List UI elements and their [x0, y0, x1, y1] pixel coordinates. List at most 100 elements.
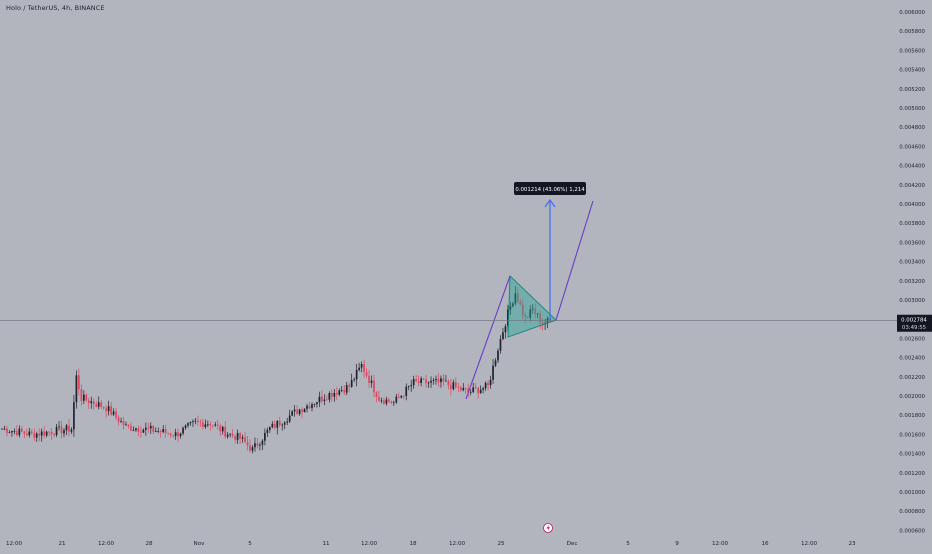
candle-body [353, 379, 356, 381]
candle [519, 298, 522, 306]
candle [144, 422, 147, 436]
time-axis[interactable]: 12:00 21 12:00 28 Nov 5 11 12:00 18 12:00 25 Dec 5 9 1… [6, 523, 856, 548]
current-price-label: 0.002784 [901, 318, 927, 324]
candle-body [288, 415, 291, 422]
candle-body [53, 434, 55, 436]
price-axis[interactable]: 0.006000 0.005800 0.005600 0.005400 0.005200… [899, 10, 925, 534]
candle-body [35, 433, 38, 438]
candle-body [268, 427, 271, 430]
candle-body [45, 431, 48, 436]
candle-body [447, 380, 450, 385]
candle-body [226, 434, 229, 437]
y-tick-label: 0.005600 [899, 48, 925, 54]
candle-body [87, 400, 90, 404]
candle [82, 390, 85, 404]
x-tick-label: 28 [145, 541, 153, 547]
candle-body [264, 432, 266, 441]
candle-body [457, 386, 460, 388]
candle-body [303, 408, 306, 413]
candle-body [276, 420, 279, 428]
candle [303, 408, 306, 413]
candle-body [415, 379, 418, 382]
candle-body [20, 428, 23, 432]
candle [192, 419, 194, 427]
candle [130, 422, 132, 432]
candle-body [541, 322, 544, 325]
candle [482, 386, 484, 394]
triangle-pattern[interactable] [507, 274, 557, 338]
candle [311, 402, 313, 412]
candle [472, 382, 475, 394]
candle [219, 423, 222, 437]
candle [321, 390, 323, 404]
candle-body [509, 306, 512, 310]
candle-body [514, 293, 517, 304]
candle [179, 432, 182, 439]
candle-body [348, 385, 351, 387]
candle-body [536, 313, 539, 315]
candle-body [375, 392, 378, 397]
candle-body [534, 308, 537, 314]
candle [301, 407, 303, 419]
projection-trend-line[interactable] [555, 200, 594, 321]
candle [278, 416, 281, 428]
candle-body [462, 388, 465, 391]
y-tick-label: 0.002400 [899, 356, 925, 362]
candle [422, 378, 425, 381]
y-tick-label: 0.001400 [899, 452, 925, 458]
candle [229, 433, 232, 438]
x-tick-label: 12:00 [361, 541, 378, 547]
y-tick-label: 0.006000 [899, 10, 925, 16]
candle-body [474, 387, 477, 389]
candle-body [380, 400, 383, 402]
candle-body [3, 428, 6, 430]
candle [187, 422, 189, 428]
candle [298, 408, 301, 416]
candle [132, 426, 135, 432]
candle-body [206, 424, 209, 425]
candle [11, 430, 13, 437]
candle [125, 421, 127, 426]
candle [273, 420, 276, 430]
candle [226, 432, 229, 439]
candle-body [172, 435, 174, 437]
candle-body [184, 425, 187, 428]
candle-body [516, 293, 519, 302]
candle-body [137, 428, 140, 432]
candle-body [472, 387, 475, 392]
candle-body [445, 380, 447, 382]
candle [283, 420, 286, 430]
y-tick-label: 0.002000 [899, 394, 925, 400]
x-tick-label: 18 [409, 541, 417, 547]
candle [231, 429, 234, 439]
candle [464, 387, 467, 394]
candle [261, 439, 264, 451]
x-tick-label: 21 [58, 541, 66, 547]
candle-body [459, 387, 462, 391]
candle [509, 302, 512, 315]
candle [306, 403, 308, 413]
candle [214, 421, 217, 427]
y-tick-label: 0.004600 [899, 144, 925, 150]
candle [343, 385, 346, 395]
candle [167, 432, 170, 435]
candle [286, 417, 289, 426]
x-tick-label: 5 [248, 541, 252, 547]
candle-body [13, 430, 16, 432]
symbol-header: Holo / TetherUS, 4h, BINANCE [6, 4, 105, 12]
candle [209, 421, 212, 431]
candle [65, 423, 68, 436]
candle-body [147, 427, 150, 429]
candle [457, 383, 460, 393]
candle [199, 419, 202, 427]
candle-body [142, 429, 145, 433]
event-marker-icon[interactable] [543, 523, 553, 533]
x-tick-label: 12:00 [6, 541, 23, 547]
candle [48, 430, 50, 437]
candle-body [482, 388, 484, 390]
candle [420, 376, 422, 387]
candle-body [192, 421, 194, 423]
flagpole-trend-line[interactable] [465, 275, 511, 400]
